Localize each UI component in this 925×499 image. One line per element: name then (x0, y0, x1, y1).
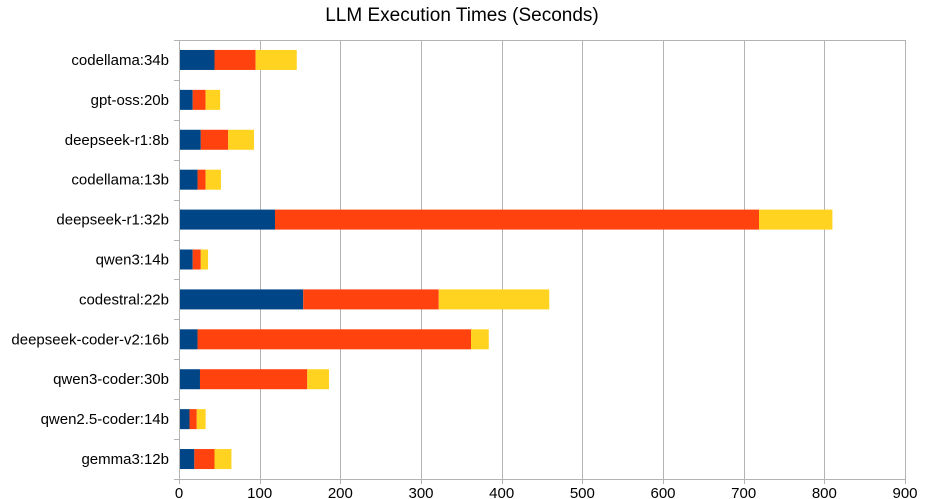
bar-segment-1 (179, 49, 215, 70)
bar-segment-3 (196, 409, 206, 430)
gridlines (179, 40, 906, 484)
category-label: gpt-oss:20b (91, 92, 169, 109)
bar-segment-1 (179, 449, 195, 470)
labels: 0 100 200 300 400 500 600 700 800 900 codellama:34… (11, 52, 917, 499)
bar-segment-3 (471, 329, 489, 350)
x-tick-label: 0 (175, 485, 183, 499)
bar-segment-3 (205, 89, 221, 110)
bar-segment-2 (274, 209, 759, 230)
bar-segment-3 (438, 289, 550, 310)
bar-segment-1 (179, 209, 275, 230)
x-tick-label: 100 (247, 485, 272, 499)
bar-segment-2 (303, 289, 439, 310)
bar-segment-2 (200, 129, 229, 150)
category-label: qwen3:14b (96, 252, 169, 269)
bar-segment-2 (197, 329, 472, 350)
category-label: deepseek-r1:32b (56, 212, 169, 229)
x-tick-label: 200 (328, 485, 353, 499)
category-label: deepseek-coder-v2:16b (11, 331, 169, 348)
bar-segment-3 (758, 209, 833, 230)
bar-segment-1 (179, 169, 198, 190)
x-tick-label: 900 (892, 485, 917, 499)
bar-segment-1 (179, 369, 200, 390)
category-label: codellama:34b (71, 52, 169, 69)
bar-segment-1 (179, 289, 304, 310)
category-label: qwen3-coder:30b (53, 371, 169, 388)
x-tick-label: 800 (812, 485, 837, 499)
bar-segment-1 (179, 249, 193, 270)
category-label: codellama:13b (71, 172, 169, 189)
bar-segment-3 (214, 449, 232, 470)
bar-segment-3 (228, 129, 255, 150)
x-tick-label: 700 (731, 485, 756, 499)
bar-segment-1 (179, 89, 193, 110)
bar-segment-3 (200, 249, 209, 270)
bar-segment-3 (255, 49, 297, 70)
bar-segment-3 (205, 169, 221, 190)
bar-segment-2 (214, 49, 256, 70)
chart-title: LLM Execution Times (Seconds) (325, 5, 599, 26)
bar-segment-2 (189, 409, 197, 430)
bar-segment-2 (194, 449, 215, 470)
x-tick-label: 600 (650, 485, 675, 499)
bar-segment-2 (192, 249, 201, 270)
bar-segment-1 (179, 329, 198, 350)
x-tick-label: 400 (489, 485, 514, 499)
axes (174, 40, 905, 484)
bar-segment-1 (179, 409, 190, 430)
category-label: deepseek-r1:8b (65, 132, 169, 149)
x-tick-label: 300 (408, 485, 433, 499)
bar-segment-2 (199, 369, 308, 390)
category-label: qwen2.5-coder:14b (41, 411, 169, 428)
bars (179, 49, 833, 470)
bar-segment-2 (197, 169, 206, 190)
category-label: codestral:22b (79, 291, 169, 308)
category-label: gemma3:12b (81, 451, 169, 468)
bar-segment-1 (179, 129, 201, 150)
bar-segment-3 (307, 369, 330, 390)
x-tick-label: 500 (570, 485, 595, 499)
bar-segment-2 (192, 89, 206, 110)
